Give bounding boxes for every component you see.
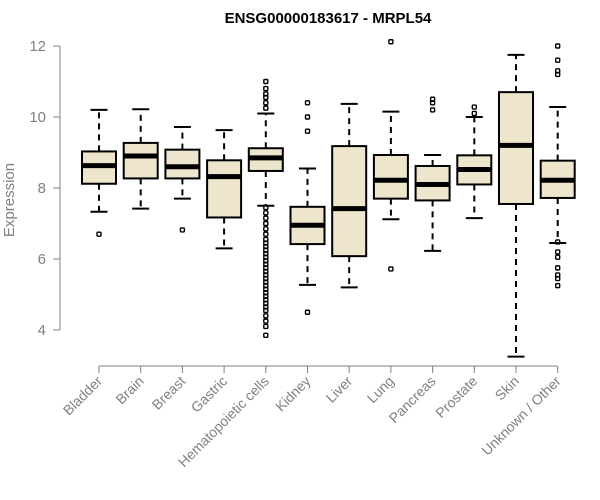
box-group bbox=[456, 104, 493, 220]
outlier-point bbox=[263, 100, 269, 106]
box-group bbox=[289, 100, 326, 315]
category-label: Prostate bbox=[432, 373, 480, 421]
outlier-point bbox=[179, 227, 186, 233]
outlier-point bbox=[471, 104, 477, 110]
outlier-point bbox=[555, 57, 561, 63]
y-ticks: 4 6 8 10 12 bbox=[29, 38, 60, 339]
outlier-point bbox=[263, 332, 269, 339]
outlier-point bbox=[263, 94, 269, 101]
category-label: Kidney bbox=[272, 373, 314, 415]
outlier-point bbox=[388, 266, 394, 272]
category-label: Bladder bbox=[60, 373, 106, 419]
outlier-point bbox=[263, 313, 269, 319]
outlier-point bbox=[555, 249, 561, 255]
box-group bbox=[372, 39, 409, 272]
y-tick-label: 12 bbox=[29, 38, 46, 55]
box-group bbox=[539, 43, 576, 289]
category-label: Unknown / Other bbox=[478, 373, 564, 459]
category-label: Lung bbox=[364, 373, 397, 406]
outlier-point bbox=[304, 100, 311, 106]
iqr-box bbox=[498, 91, 534, 205]
box-group bbox=[122, 108, 159, 210]
box-group bbox=[498, 53, 534, 358]
box-group bbox=[81, 108, 117, 237]
chart-title: ENSG00000183617 - MRPL54 bbox=[225, 10, 432, 27]
outlier-point bbox=[304, 128, 311, 134]
outlier-point bbox=[555, 239, 561, 245]
box-group bbox=[331, 102, 368, 289]
iqr-box bbox=[372, 153, 409, 200]
iqr-box bbox=[206, 159, 243, 219]
box-group bbox=[206, 129, 243, 250]
outlier-point bbox=[555, 265, 561, 271]
outlier-point bbox=[263, 85, 269, 92]
outlier-point bbox=[263, 204, 269, 211]
outlier-point bbox=[429, 100, 436, 106]
outlier-point bbox=[388, 39, 394, 45]
box-group bbox=[164, 125, 201, 233]
outlier-point bbox=[429, 107, 436, 113]
outlier-point bbox=[263, 105, 269, 111]
y-tick-label: 4 bbox=[38, 322, 46, 339]
outlier-point bbox=[263, 231, 269, 237]
outlier-point bbox=[263, 226, 269, 232]
category-label: Brain bbox=[112, 373, 146, 407]
outlier-point bbox=[263, 318, 269, 324]
outlier-point bbox=[263, 307, 269, 314]
y-tick-label: 8 bbox=[38, 180, 46, 197]
boxes bbox=[81, 39, 576, 358]
outlier-point bbox=[304, 309, 311, 315]
y-tick-label: 10 bbox=[29, 109, 46, 126]
iqr-box bbox=[122, 141, 159, 180]
outlier-point bbox=[263, 323, 269, 330]
outlier-point bbox=[555, 71, 561, 78]
outlier-point bbox=[263, 215, 269, 221]
category-label: Skin bbox=[492, 373, 523, 404]
outlier-point bbox=[555, 254, 561, 260]
box-group bbox=[247, 78, 284, 339]
y-tick-label: 6 bbox=[38, 251, 46, 268]
box-group bbox=[414, 96, 451, 252]
category-label: Breast bbox=[149, 373, 189, 413]
outlier-point bbox=[263, 210, 269, 216]
outlier-point bbox=[304, 114, 311, 120]
outlier-point bbox=[555, 43, 561, 49]
y-axis-label: Expression bbox=[1, 163, 18, 237]
category-label: Liver bbox=[323, 373, 356, 406]
iqr-box bbox=[164, 148, 201, 180]
outlier-point bbox=[555, 275, 561, 282]
outlier-point bbox=[555, 282, 561, 289]
outlier-point bbox=[471, 110, 477, 117]
outlier-point bbox=[263, 78, 269, 85]
outlier-point bbox=[263, 220, 269, 227]
outlier-point bbox=[96, 231, 102, 237]
iqr-box bbox=[331, 145, 368, 258]
